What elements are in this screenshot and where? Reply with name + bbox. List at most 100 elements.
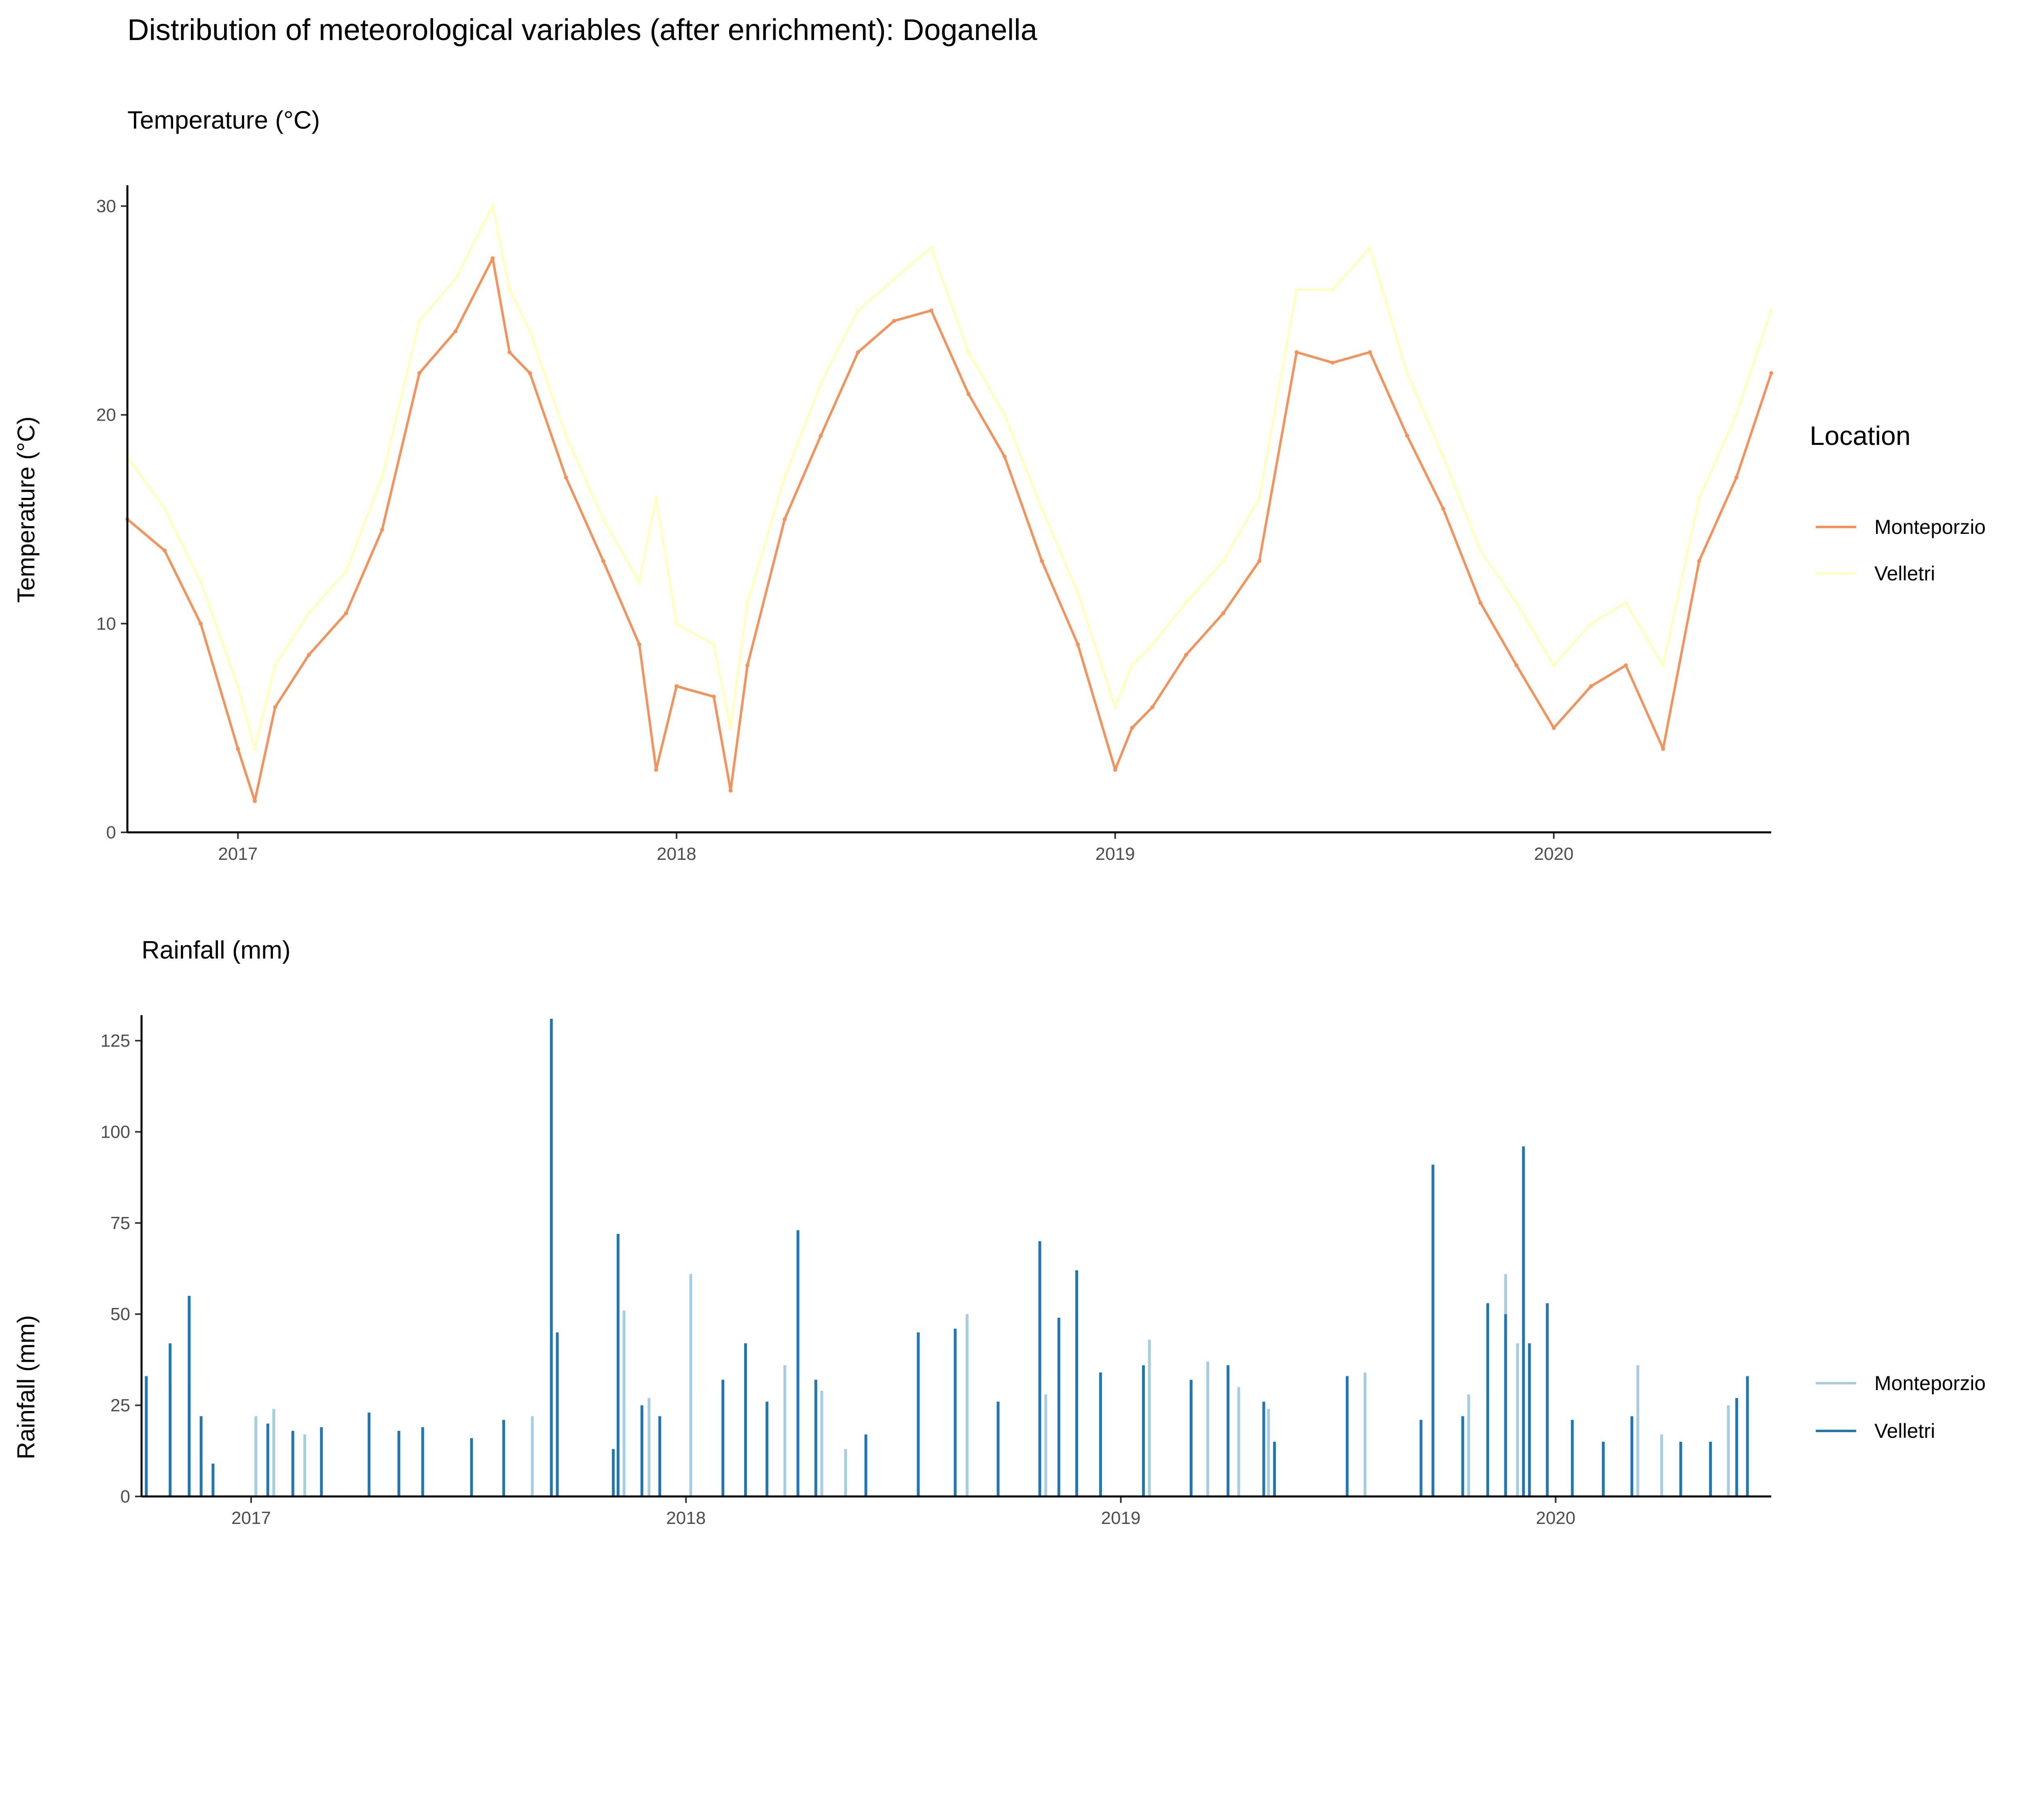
data-point-monteporzio-temperature	[1003, 454, 1007, 459]
data-point-velletri-temperature	[1368, 245, 1372, 250]
data-point-monteporzio-temperature	[637, 642, 641, 647]
data-point-monteporzio-temperature	[1552, 726, 1556, 730]
data-point-velletri-temperature	[417, 319, 422, 323]
data-point-velletri-temperature	[1130, 663, 1134, 668]
rainfall-y-tick-label: 25	[110, 1396, 130, 1416]
data-point-velletri-temperature	[819, 381, 823, 386]
data-point-monteporzio-temperature	[856, 350, 860, 354]
rainfall-panel: Rainfall (mm) Rainfall (mm) 0 25 50 75 100 12…	[13, 936, 1771, 1528]
data-point-velletri-temperature	[1769, 308, 1773, 313]
data-point-monteporzio-temperature	[1734, 475, 1739, 480]
data-point-velletri-temperature	[1330, 288, 1335, 292]
data-point-velletri-temperature	[1661, 663, 1665, 668]
data-point-velletri-temperature	[507, 288, 512, 292]
data-point-monteporzio-temperature	[453, 329, 458, 334]
data-point-velletri-temperature	[236, 684, 240, 688]
data-point-monteporzio-temperature	[1184, 653, 1188, 657]
data-point-monteporzio-temperature	[1368, 350, 1372, 354]
data-point-velletri-temperature	[1076, 590, 1080, 595]
rainfall-x-tick-label: 2018	[666, 1508, 706, 1528]
legend-label-monteporzio-temperature: Monteporzio	[1874, 516, 1986, 538]
data-point-velletri-temperature	[783, 475, 787, 480]
data-point-monteporzio-temperature	[1040, 559, 1044, 563]
temperature-y-ticks: 0 10 20 30	[96, 197, 127, 842]
rainfall-x-tick-label: 2020	[1536, 1508, 1576, 1528]
data-point-monteporzio-temperature	[601, 559, 605, 563]
data-point-velletri-temperature	[453, 277, 458, 281]
temperature-panel: Temperature (°C) Temperature (°C) 0 10 20 3…	[13, 106, 1773, 864]
rainfall-y-tick-label: 125	[101, 1031, 130, 1051]
data-point-velletri-temperature	[1405, 371, 1409, 375]
figure-title: Distribution of meteorological variables…	[127, 13, 1038, 47]
data-point-velletri-temperature	[929, 245, 933, 250]
data-point-monteporzio-temperature	[1478, 601, 1483, 605]
temperature-x-tick-label: 2017	[218, 844, 258, 864]
data-point-monteporzio-temperature	[1589, 684, 1593, 688]
data-point-velletri-temperature	[564, 434, 568, 438]
data-point-monteporzio-temperature	[417, 371, 422, 375]
rainfall-x-tick-label: 2017	[231, 1508, 271, 1528]
data-point-monteporzio-temperature	[1130, 726, 1134, 730]
temperature-x-ticks: 2017 2018 2019 2020	[218, 832, 1574, 864]
data-point-monteporzio-temperature	[273, 705, 277, 709]
data-point-monteporzio-temperature	[1076, 642, 1080, 647]
temperature-legend: Location Monteporzio Velletri	[1810, 421, 1986, 585]
data-point-monteporzio-temperature	[728, 788, 733, 793]
data-point-monteporzio-temperature	[1405, 434, 1409, 438]
rainfall-y-tick-label: 50	[110, 1304, 130, 1324]
data-point-velletri-temperature	[1734, 413, 1739, 417]
data-point-velletri-temperature	[1294, 288, 1299, 292]
data-point-monteporzio-temperature	[163, 548, 167, 553]
data-point-velletri-temperature	[1441, 454, 1445, 459]
data-point-monteporzio-temperature	[654, 768, 658, 772]
data-point-velletri-temperature	[637, 580, 641, 584]
data-point-velletri-temperature	[1478, 548, 1483, 553]
data-point-monteporzio-temperature	[1624, 663, 1628, 668]
data-point-monteporzio-temperature	[745, 663, 750, 668]
data-point-monteporzio-temperature	[1697, 559, 1701, 563]
data-point-velletri-temperature	[344, 569, 348, 574]
data-point-monteporzio-temperature	[712, 694, 716, 699]
rainfall-subtitle: Rainfall (mm)	[142, 936, 291, 964]
legend-label-velletri-rainfall: Velletri	[1874, 1420, 1935, 1442]
rainfall-y-tick-label: 75	[110, 1213, 130, 1233]
temperature-x-tick-label: 2019	[1096, 844, 1135, 864]
data-point-monteporzio-temperature	[1113, 768, 1117, 772]
legend-label-monteporzio-rainfall: Monteporzio	[1874, 1372, 1986, 1395]
data-point-velletri-temperature	[163, 507, 167, 511]
temperature-y-tick-label: 10	[96, 614, 116, 634]
data-point-velletri-temperature	[674, 621, 679, 626]
rainfall-y-tick-label: 100	[101, 1122, 130, 1142]
data-point-velletri-temperature	[654, 496, 658, 501]
data-point-velletri-temperature	[1589, 621, 1593, 626]
temperature-x-tick-label: 2018	[657, 844, 696, 864]
data-point-monteporzio-temperature	[1257, 559, 1262, 563]
data-point-monteporzio-temperature	[967, 392, 971, 396]
data-point-velletri-temperature	[1113, 705, 1117, 709]
data-point-velletri-temperature	[1150, 642, 1155, 647]
data-point-monteporzio-temperature	[344, 611, 348, 616]
data-point-monteporzio-temperature	[783, 517, 787, 521]
data-point-velletri-temperature	[1624, 601, 1628, 605]
data-point-monteporzio-temperature	[892, 319, 896, 323]
data-point-velletri-temperature	[1003, 413, 1007, 417]
data-point-monteporzio-temperature	[1769, 371, 1773, 375]
rainfall-y-tick-label: 0	[121, 1487, 130, 1507]
data-point-velletri-temperature	[1257, 496, 1262, 501]
data-point-velletri-temperature	[307, 611, 311, 616]
data-point-velletri-temperature	[1514, 601, 1519, 605]
legend-title: Location	[1810, 421, 1911, 451]
data-point-velletri-temperature	[1552, 663, 1556, 668]
data-point-velletri-temperature	[1697, 496, 1701, 501]
data-point-monteporzio-temperature	[199, 621, 203, 626]
temperature-y-tick-label: 20	[96, 405, 116, 425]
series-line-monteporzio-temperature	[127, 257, 1772, 802]
data-point-velletri-temperature	[199, 580, 203, 584]
data-point-monteporzio-temperature	[1514, 663, 1519, 668]
data-point-monteporzio-temperature	[819, 434, 823, 438]
data-point-monteporzio-temperature	[380, 527, 384, 532]
data-point-velletri-temperature	[491, 204, 495, 208]
data-point-monteporzio-temperature	[307, 653, 311, 657]
data-point-velletri-temperature	[892, 277, 896, 281]
